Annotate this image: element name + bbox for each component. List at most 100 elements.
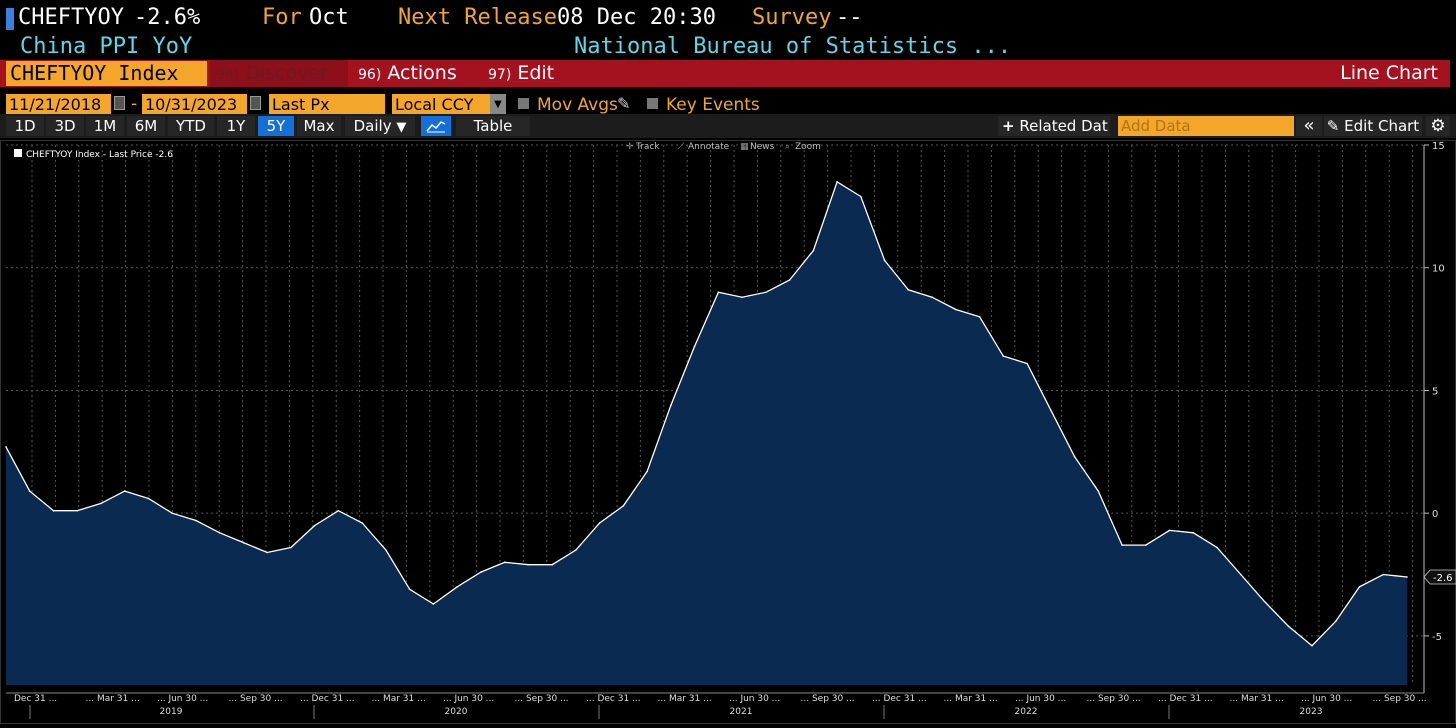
key-events-label: Key Events: [666, 95, 760, 115]
last-value-label: -2.6: [1433, 573, 1453, 584]
x-tick-label: Dec 31 ...: [14, 694, 57, 704]
data-point: [931, 296, 933, 298]
year-label: 2020: [445, 707, 468, 717]
actions-button[interactable]: 96) Actions ▼: [352, 60, 478, 111]
x-tick-label: ... Jun 30 ...: [1301, 694, 1352, 704]
header-row: CHEFTYOY -2.6% For Oct Next Release 08 D…: [0, 0, 1456, 34]
period-ytd[interactable]: YTD: [168, 116, 214, 136]
for-label: For: [262, 5, 302, 30]
tool-track[interactable]: Track: [635, 142, 660, 152]
data-point: [1097, 490, 1100, 492]
gear-icon[interactable]: ⚙: [1426, 116, 1450, 136]
y-tick-label: 15: [1432, 141, 1445, 152]
start-date-input[interactable]: 11/21/2018: [6, 94, 111, 115]
next-release-label: Next Release: [398, 5, 557, 30]
period-5y[interactable]: 5Y: [258, 116, 294, 136]
data-point: [1121, 544, 1123, 546]
data-point: [1335, 620, 1337, 622]
edit-chart-button[interactable]: ✎ Edit Chart: [1324, 116, 1422, 136]
data-source: National Bureau of Statistics ...: [574, 34, 1012, 59]
currency-select[interactable]: Local CCY: [392, 94, 490, 115]
chevron-down-icon: ▼: [396, 120, 407, 135]
year-label: 2023: [1300, 707, 1323, 717]
data-point: [266, 551, 269, 554]
data-point: [955, 308, 957, 311]
data-point: [456, 586, 459, 588]
data-point: [28, 490, 31, 492]
table-button[interactable]: Table: [456, 116, 530, 136]
data-point: [978, 316, 981, 318]
data-point: [147, 497, 150, 500]
period-1m[interactable]: 1M: [86, 116, 124, 136]
tool-news-icon: ▦: [740, 142, 749, 152]
data-point: [313, 524, 316, 527]
edit-number: 97): [488, 67, 512, 83]
tool-track-icon: ✛: [626, 142, 634, 152]
tool-zoom[interactable]: Zoom: [795, 142, 821, 152]
collapse-icon[interactable]: «: [1296, 116, 1322, 136]
chart-toolbar: 1D 3D 1M 6M YTD 1Y 5Y Max Daily ▼ Table …: [0, 114, 1456, 138]
actions-label: Actions: [387, 62, 457, 84]
period-1y[interactable]: 1Y: [217, 116, 255, 136]
mov-avgs-checkbox[interactable]: [518, 98, 529, 109]
tool-annotate[interactable]: Annotate: [688, 142, 730, 152]
data-point: [693, 345, 696, 348]
price-chart[interactable]: 15 10 5 0 -5 -2.6 Dec 31 ... ... Mar 31 ... ... …: [0, 140, 1456, 724]
data-point: [741, 296, 743, 298]
data-point: [408, 588, 411, 591]
security-field[interactable]: CHEFTYOY Index: [6, 61, 207, 86]
data-point: [337, 509, 340, 512]
actions-number: 96): [358, 67, 382, 83]
data-point: [361, 522, 364, 524]
period-6m[interactable]: 6M: [127, 116, 165, 136]
data-point: [1216, 546, 1218, 549]
edit-button[interactable]: 97) Edit ▼: [482, 60, 575, 111]
data-point: [575, 549, 577, 551]
end-date-input[interactable]: 10/31/2023: [142, 94, 247, 115]
chart-area[interactable]: 15 10 5 0 -5 -2.6 Dec 31 ... ... Mar 31 ... ... …: [0, 140, 1456, 724]
add-data-input[interactable]: Add Data: [1118, 116, 1294, 136]
x-tick-label: ... Sep 30 ...: [229, 694, 283, 704]
for-value: Oct: [309, 5, 349, 30]
calendar-icon[interactable]: [114, 96, 125, 110]
related-data-label: Related Dat: [1019, 117, 1108, 135]
ticker-symbol: CHEFTYOY: [18, 5, 124, 30]
data-point: [100, 502, 102, 505]
legend-swatch: [14, 149, 22, 157]
data-point: [1358, 586, 1361, 588]
last-value-marker: [1423, 569, 1456, 585]
calendar-icon[interactable]: [250, 96, 261, 110]
line-chart-icon[interactable]: [421, 116, 451, 136]
menu-bar: CHEFTYOY Index 94) Discover ▼ 96) Action…: [0, 60, 1456, 111]
currency-dropdown-icon[interactable]: ▼: [490, 94, 506, 115]
discover-label: Discover: [245, 62, 328, 84]
data-point: [670, 404, 672, 407]
period-1d[interactable]: 1D: [6, 116, 44, 136]
discover-button[interactable]: 94) Discover ▼: [210, 60, 348, 111]
data-point: [717, 291, 720, 294]
period-max[interactable]: Max: [297, 116, 341, 136]
legend-label: CHEFTYOY Index - Last Price -2.6: [26, 150, 173, 160]
field-select[interactable]: Last Px: [269, 94, 385, 115]
data-point: [290, 546, 292, 549]
data-point: [1263, 600, 1266, 603]
data-point: [1406, 576, 1408, 578]
tool-zoom-icon: ⌕: [785, 142, 790, 152]
data-point: [1002, 355, 1005, 357]
y-tick-label: 5: [1432, 386, 1438, 397]
key-events-checkbox[interactable]: [647, 98, 658, 109]
x-tick-label: ... Jun 30 ...: [1015, 694, 1066, 704]
data-point: [432, 603, 435, 605]
x-tick-label: ... Mar 31 ...: [1230, 694, 1284, 704]
period-3d[interactable]: 3D: [46, 116, 84, 136]
date-separator: -: [131, 94, 138, 114]
x-tick-label: ... Mar 31 ...: [944, 694, 998, 704]
data-point: [1192, 532, 1195, 534]
tool-news[interactable]: News: [750, 142, 775, 152]
mov-avgs-label: Mov Avgs: [537, 95, 618, 115]
data-point: [171, 512, 173, 514]
pencil-icon[interactable]: ✎: [617, 94, 631, 113]
frequency-select[interactable]: Daily ▼: [345, 116, 415, 136]
related-data-button[interactable]: + Related Dat: [998, 116, 1110, 136]
frequency-label: Daily: [353, 117, 392, 135]
